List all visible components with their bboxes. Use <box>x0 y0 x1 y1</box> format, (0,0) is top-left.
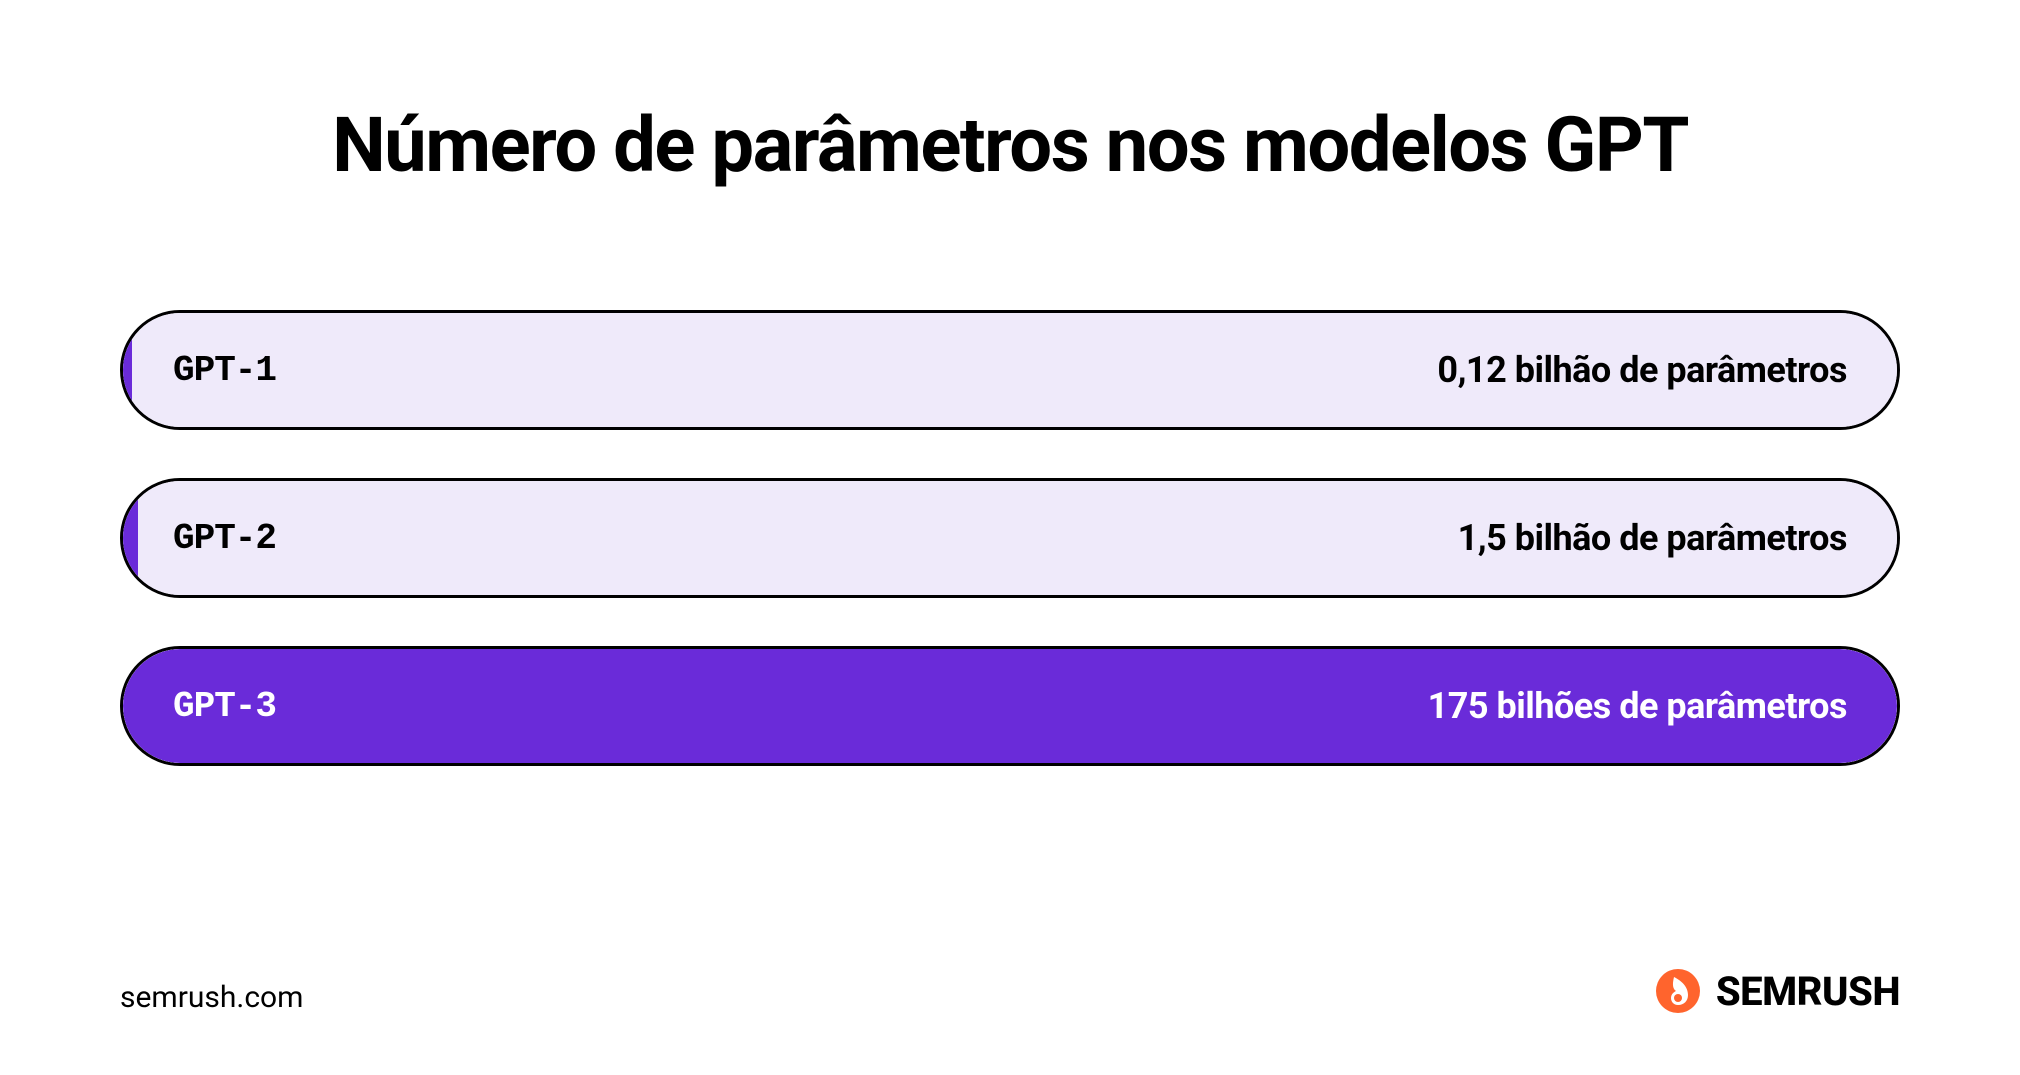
bar-content: GPT-3 175 bilhões de parâmetros <box>123 649 1897 763</box>
footer-url: semrush.com <box>120 980 303 1015</box>
bar-value: 1,5 bilhão de parâmetros <box>1458 517 1847 559</box>
bar-label: GPT-1 <box>173 350 276 391</box>
flame-icon <box>1654 967 1702 1015</box>
chart-container: Número de parâmetros nos modelos GPT GPT… <box>0 0 2020 1075</box>
bar-value: 0,12 bilhão de parâmetros <box>1437 349 1847 391</box>
bar-label: GPT-3 <box>173 686 276 727</box>
bar-row: GPT-1 0,12 bilhão de parâmetros <box>120 310 1900 430</box>
bar-row: GPT-3 175 bilhões de parâmetros <box>120 646 1900 766</box>
bar-row: GPT-2 1,5 bilhão de parâmetros <box>120 478 1900 598</box>
footer: semrush.com SEMRUSH <box>120 967 1900 1015</box>
brand-name: SEMRUSH <box>1716 968 1900 1015</box>
bar-content: GPT-2 1,5 bilhão de parâmetros <box>123 481 1897 595</box>
bar-content: GPT-1 0,12 bilhão de parâmetros <box>123 313 1897 427</box>
brand-logo: SEMRUSH <box>1654 967 1900 1015</box>
chart-title: Número de parâmetros nos modelos GPT <box>120 100 1900 190</box>
bars-group: GPT-1 0,12 bilhão de parâmetros GPT-2 1,… <box>120 310 1900 887</box>
bar-value: 175 bilhões de parâmetros <box>1428 685 1847 727</box>
bar-label: GPT-2 <box>173 518 276 559</box>
